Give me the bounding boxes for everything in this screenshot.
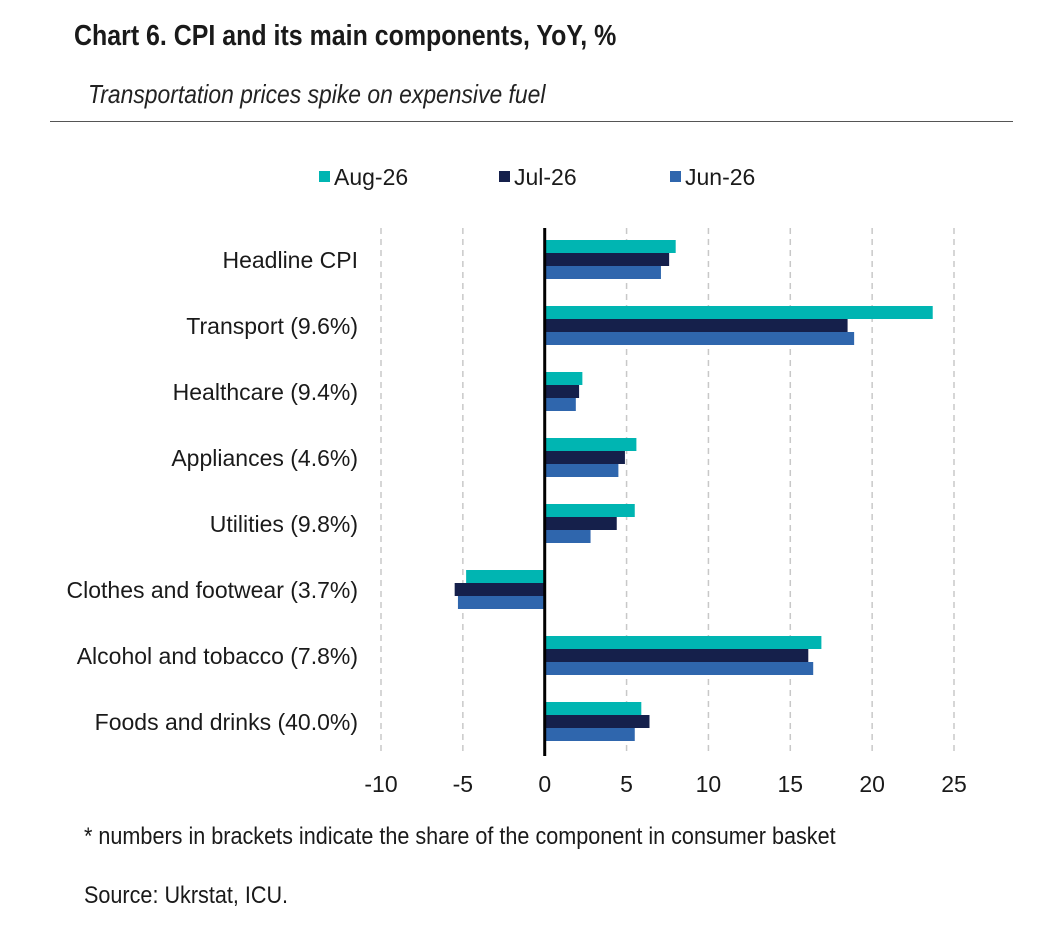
bar-jul-26 (544, 319, 848, 332)
category-label: Healthcare (9.4%) (173, 379, 358, 405)
bar-aug-26 (544, 306, 933, 319)
bar-jun-26 (544, 398, 576, 411)
bar-aug-26 (544, 636, 822, 649)
bar-aug-26 (544, 240, 676, 253)
bar-jul-26 (544, 385, 580, 398)
bar-aug-26 (466, 570, 545, 583)
header-divider (50, 121, 1013, 122)
bar-jul-26 (454, 583, 545, 596)
bar-aug-26 (544, 702, 642, 715)
bar-aug-26 (544, 504, 635, 517)
footnote: * numbers in brackets indicate the share… (84, 823, 836, 850)
legend-swatch (670, 171, 681, 182)
legend-label: Aug-26 (334, 164, 408, 190)
legend-label: Jul-26 (514, 164, 577, 190)
bar-jun-26 (544, 464, 619, 477)
legend: Aug-26 Jul-26 Jun-26 (319, 164, 755, 190)
legend-label: Jun-26 (685, 164, 755, 190)
bar-jun-26 (457, 596, 545, 609)
category-label: Appliances (4.6%) (171, 445, 358, 471)
chart-title: Chart 6. CPI and its main components, Yo… (74, 20, 617, 52)
category-labels: Headline CPI Transport (9.6%) Healthcare (… (67, 247, 359, 735)
bars (454, 228, 933, 756)
x-tick-label: -5 (453, 771, 473, 797)
bar-jul-26 (544, 253, 670, 266)
x-tick-label: -10 (364, 771, 397, 797)
category-label: Clothes and footwear (3.7%) (67, 577, 359, 603)
bar-jun-26 (544, 530, 591, 543)
bar-aug-26 (544, 438, 637, 451)
bar-jun-26 (544, 332, 855, 345)
bar-jun-26 (544, 266, 661, 279)
legend-swatch (499, 171, 510, 182)
bar-jul-26 (544, 451, 625, 464)
category-label: Transport (9.6%) (186, 313, 358, 339)
legend-swatch (319, 171, 330, 182)
chart-subtitle: Transportation prices spike on expensive… (88, 79, 546, 109)
bar-jun-26 (544, 728, 635, 741)
category-label: Headline CPI (222, 247, 358, 273)
x-tick-label: 5 (620, 771, 633, 797)
category-label: Foods and drinks (40.0%) (95, 709, 358, 735)
bar-aug-26 (544, 372, 583, 385)
x-tick-labels: -10 -5 0 5 10 15 20 25 (364, 771, 966, 797)
bar-jul-26 (544, 517, 617, 530)
category-label: Utilities (9.8%) (210, 511, 358, 537)
x-tick-label: 20 (859, 771, 885, 797)
x-tick-label: 15 (777, 771, 803, 797)
bar-jul-26 (544, 649, 809, 662)
source-note: Source: Ukrstat, ICU. (84, 882, 289, 909)
x-tick-label: 10 (696, 771, 722, 797)
x-tick-label: 25 (941, 771, 967, 797)
x-tick-label: 0 (538, 771, 551, 797)
bar-jul-26 (544, 715, 650, 728)
category-label: Alcohol and tobacco (7.8%) (77, 643, 358, 669)
bar-jun-26 (544, 662, 814, 675)
